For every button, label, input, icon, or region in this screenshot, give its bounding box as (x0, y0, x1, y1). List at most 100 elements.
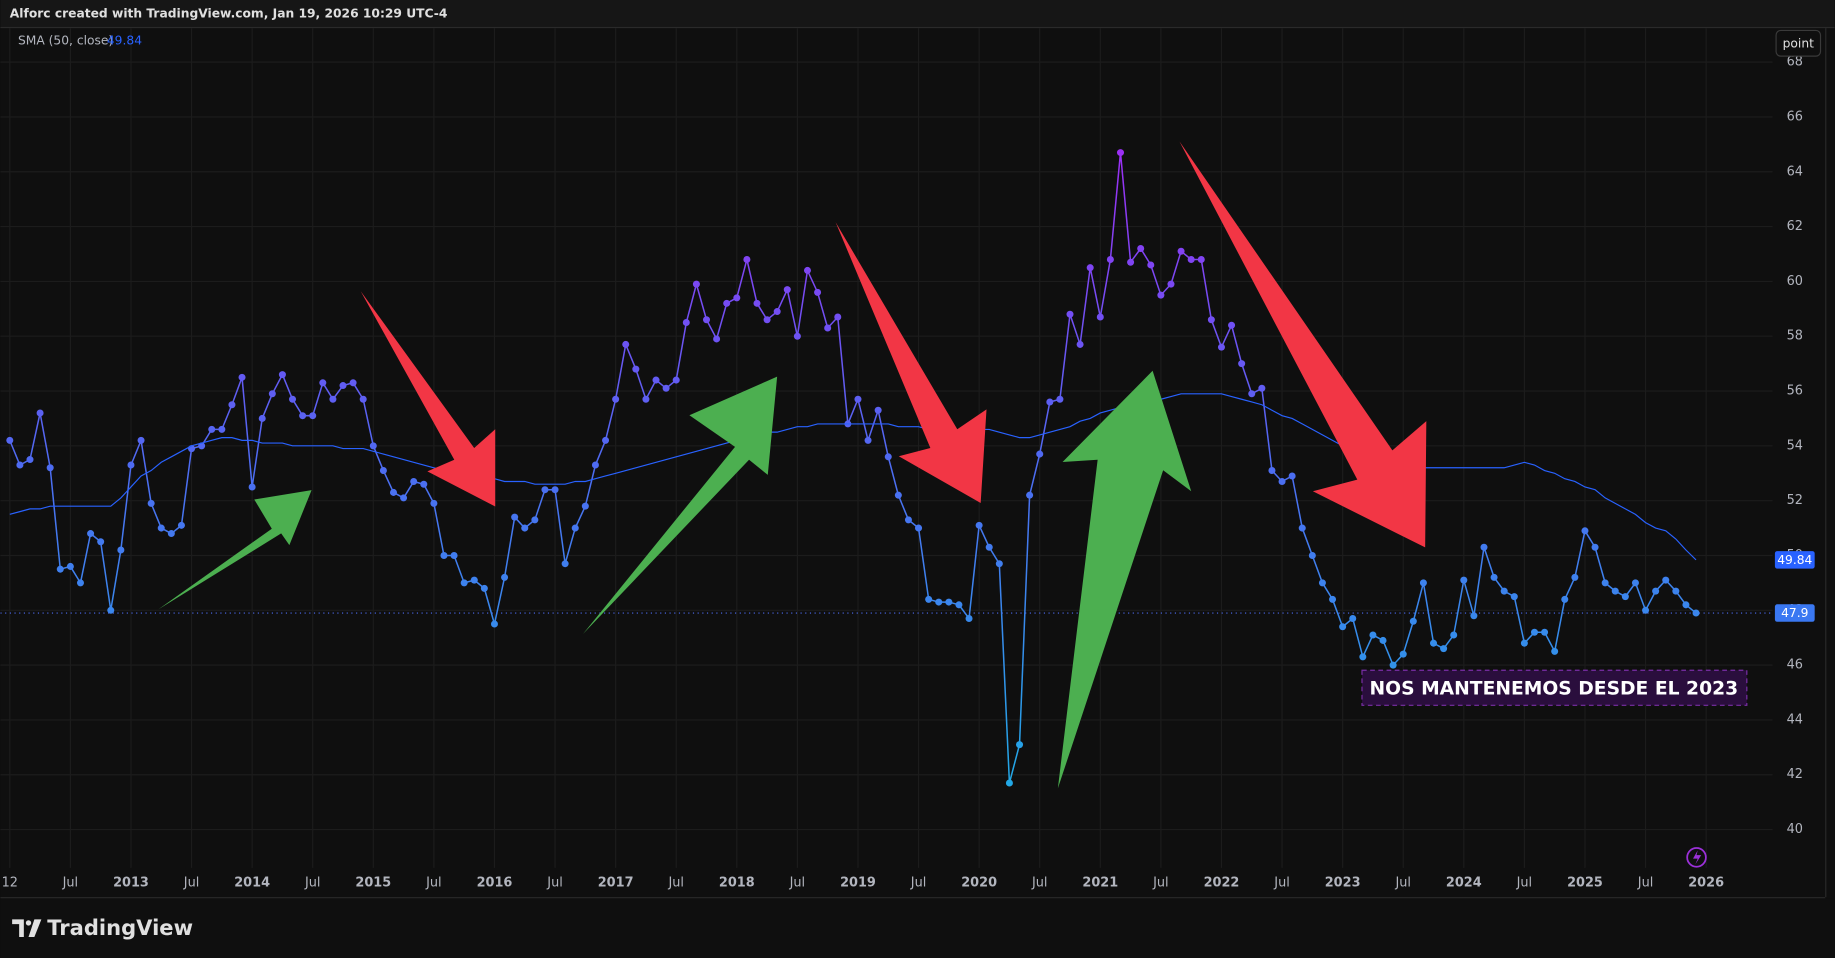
price-point (834, 313, 842, 321)
price-point (379, 467, 387, 475)
x-tick-label: 2016 (477, 876, 513, 891)
price-point (309, 412, 317, 420)
price-point (177, 521, 185, 529)
logo-mark (12, 919, 24, 937)
price-point (329, 395, 337, 403)
point-button[interactable] (1775, 29, 1822, 57)
y-tick-label: 54 (1787, 438, 1803, 453)
price-point (612, 395, 620, 403)
x-tick-label: Jul (789, 876, 806, 891)
price-point (420, 480, 428, 488)
price-point (702, 316, 711, 324)
price-point (1480, 543, 1488, 551)
price-point (854, 395, 862, 403)
y-tick-label: 56 (1787, 384, 1803, 399)
price-point (1591, 543, 1599, 551)
price-point (430, 499, 438, 507)
price-point (369, 442, 377, 450)
x-tick-label: Jul (425, 876, 442, 891)
price-point (208, 425, 216, 433)
price-point (46, 464, 54, 472)
x-tick-label: Jul (1031, 876, 1048, 891)
price-point (460, 579, 468, 587)
legend-label: SMA (50, close) (18, 33, 113, 47)
x-tick-label: 2026 (1688, 876, 1724, 891)
logo-mark (28, 919, 42, 937)
price-point (1086, 264, 1094, 272)
x-tick-label: Jul (1152, 876, 1169, 891)
x-tick-label: Jul (1273, 876, 1290, 891)
price-point (1389, 661, 1397, 669)
price-point (1611, 587, 1619, 595)
price-point (1056, 395, 1064, 403)
price-point (1621, 593, 1629, 601)
price-point (1440, 645, 1448, 653)
price-point (1379, 636, 1387, 644)
price-point (56, 565, 64, 573)
price-point (1359, 653, 1367, 661)
price-point (470, 576, 478, 584)
price-point (1228, 321, 1236, 329)
price-point (925, 595, 933, 603)
price-point (733, 294, 741, 302)
price-point (1329, 595, 1337, 603)
price-point (1652, 587, 1660, 595)
price-point (874, 406, 882, 414)
price-point (1177, 247, 1185, 255)
arrows (158, 141, 1427, 789)
price-point (1369, 631, 1377, 639)
price-point (1692, 609, 1700, 617)
price-point (793, 332, 801, 340)
price-point (1137, 244, 1145, 253)
point-button-label[interactable]: point (1783, 36, 1814, 50)
x-tick-label: Jul (1394, 876, 1411, 891)
price-point (1551, 647, 1559, 655)
price-point (551, 486, 559, 494)
price-point (137, 436, 145, 444)
price-point (167, 530, 175, 538)
arrow-down (835, 222, 987, 503)
alert-icon[interactable] (1686, 847, 1707, 868)
price-point (157, 524, 165, 532)
price-point (228, 401, 236, 409)
price-point (289, 395, 297, 403)
price-point (490, 620, 498, 628)
price-point (602, 436, 610, 444)
price-point (1308, 551, 1316, 559)
x-axis: 12 Jul 2013 Jul 2014 Jul 2015 Jul 2016 Jul 2017 Jul… (2, 876, 1724, 891)
price-point (389, 488, 398, 496)
x-tick-label: Jul (546, 876, 563, 891)
arrow-up (158, 490, 312, 610)
price-point (480, 584, 488, 592)
price-point (299, 412, 307, 420)
price-point (824, 324, 832, 332)
last-price-label: 47.9 (1781, 606, 1808, 620)
price-point (955, 601, 963, 609)
price-point (1662, 576, 1670, 584)
price-point (400, 494, 408, 502)
price-point (1318, 579, 1326, 587)
y-tick-label: 46 (1787, 658, 1803, 673)
x-tick-label: 2018 (719, 876, 755, 891)
price-point (1268, 467, 1276, 475)
price-point (319, 379, 327, 387)
price-point (1672, 587, 1680, 595)
price-point (248, 483, 256, 491)
header-bar (0, 0, 1835, 27)
y-tick-label: 58 (1787, 329, 1803, 344)
price-point (1127, 258, 1135, 266)
price-point (1541, 628, 1549, 636)
price-point (1500, 587, 1508, 595)
price-point (723, 299, 731, 307)
x-tick-label: 2022 (1204, 876, 1240, 891)
x-tick-label: 2014 (234, 876, 270, 891)
footer (0, 898, 1835, 958)
price-point (1217, 343, 1225, 351)
price-point (1106, 255, 1114, 263)
price-point (501, 573, 509, 581)
y-tick-label: 62 (1787, 219, 1803, 234)
price-point (359, 395, 367, 403)
price-point (884, 453, 892, 461)
